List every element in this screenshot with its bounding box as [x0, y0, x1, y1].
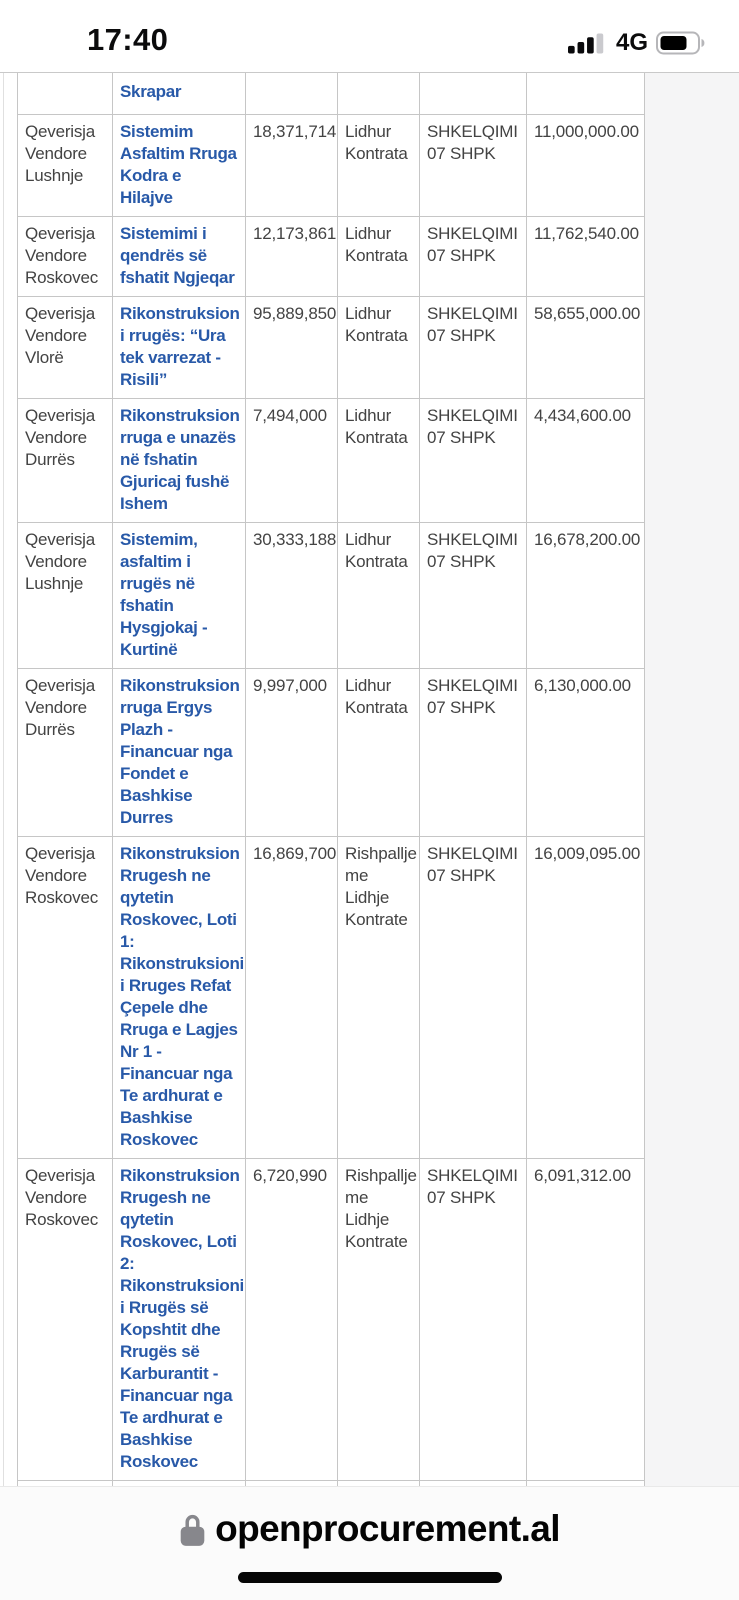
horizontal-scroll-gutter[interactable] — [644, 73, 739, 1487]
contractor-cell: SHKELQIMI 07 SHPK — [419, 1158, 527, 1481]
table-row: Qeverisja VendoreMirembajtje me12,125,30… — [17, 1480, 645, 1487]
table-row: Qeverisja Vendore Durrës Rikonstruksion r… — [17, 398, 645, 523]
table-row: Qeverisja Vendore Lushnje Sistemim, asfal… — [17, 522, 645, 669]
contractor-cell: SHKELQIMI 07 SHPK — [419, 296, 527, 399]
tender-value-cell: 95,889,850 — [245, 296, 338, 399]
tender-cell: Sistemim Asfaltim Rruga Kodra e Hilajve — [112, 114, 246, 217]
status-cell: Lidhur Kontrata — [337, 296, 420, 399]
table-row: Qeverisja Vendore Vlorë Rikonstruksion i … — [17, 296, 645, 399]
tender-cell: Rikonstruksion rruga e unazës në fshatin… — [112, 398, 246, 523]
authority-cell — [17, 73, 113, 115]
authority-cell: Qeverisja Vendore Lushnje — [17, 114, 113, 217]
contract-value-cell: 16,009,095.00 — [526, 836, 645, 1159]
tender-value-cell: 7,494,000 — [245, 398, 338, 523]
tender-value-cell — [245, 73, 338, 115]
tender-cell: Skrapar — [112, 73, 246, 115]
lock-icon — [179, 1512, 206, 1547]
contract-value-cell: 11,000,000.00 — [526, 114, 645, 217]
authority-cell: Qeverisja Vendore Roskovec — [17, 836, 113, 1159]
tender-value-cell: 12,173,861 — [245, 216, 338, 297]
tender-link[interactable]: Rikonstruksion Rrugesh ne qytetin Roskov… — [120, 844, 244, 1149]
authority-cell: Qeverisja Vendore Durrës — [17, 668, 113, 837]
tender-cell: Rikonstruksion Rrugesh ne qytetin Roskov… — [112, 836, 246, 1159]
contractor-cell: SHKELQIMI 07 SHPK — [419, 668, 527, 837]
tender-link[interactable]: Skrapar — [120, 82, 182, 101]
page-content: Skrapar Qeverisja Vendore Lushnje Sistemim… — [0, 72, 739, 1487]
contract-value-cell — [526, 73, 645, 115]
safari-address-bar[interactable]: openprocurement.al — [0, 1486, 739, 1600]
contract-value-cell: 16,678,200.00 — [526, 522, 645, 669]
tender-cell: Sistemim, asfaltim i rrugës në fshatin H… — [112, 522, 246, 669]
authority-cell: Qeverisja Vendore Vlorë — [17, 296, 113, 399]
status-cell: Lidhur Kontrata — [337, 522, 420, 669]
authority-cell: Qeverisja Vendore Roskovec — [17, 216, 113, 297]
contractor-cell: SHKELQIMI 07 SHPK — [419, 398, 527, 523]
table-row: Qeverisja Vendore Roskovec Sistemimi i qe… — [17, 216, 645, 297]
outer-table-border — [3, 73, 4, 1487]
network-type-label: 4G — [615, 29, 648, 56]
contract-value-cell: 11,762,540.00 — [526, 216, 645, 297]
tender-value-cell: 18,371,714 — [245, 114, 338, 217]
signal-strength-icon — [567, 32, 608, 54]
tender-link[interactable]: Sistemimi i qendrës së fshatit Ngjeqar — [120, 224, 235, 287]
tender-cell: Sistemimi i qendrës së fshatit Ngjeqar — [112, 216, 246, 297]
contractor-cell: SHKELQIMI 07 SHPK — [419, 836, 527, 1159]
tender-value-cell: 6,720,990 — [245, 1158, 338, 1481]
contractor-cell: SHKELQIMI 07 SHPK — [419, 114, 527, 217]
contractor-cell: SHKELQIMI 07 SHPK — [419, 216, 527, 297]
procurement-table-body: Skrapar Qeverisja Vendore Lushnje Sistemim… — [17, 73, 645, 1487]
contract-value-cell: 58,655,000.00 — [526, 296, 645, 399]
contract-value-cell: 6,130,000.00 — [526, 668, 645, 837]
tender-link[interactable]: Rikonstruksion Rrugesh ne qytetin Roskov… — [120, 1166, 244, 1471]
battery-icon — [656, 31, 706, 55]
status-cell: Lidhur Kontrata — [337, 114, 420, 217]
tender-link[interactable]: Rikonstruksion rruga e unazës në fshatin… — [120, 406, 240, 513]
tender-link[interactable]: Sistemim, asfaltim i rrugës në fshatin H… — [120, 530, 208, 659]
contractor-cell — [419, 73, 527, 115]
status-cell: Lidhur Kontrata — [337, 216, 420, 297]
authority-cell: Qeverisja Vendore Durrës — [17, 398, 113, 523]
table-row: Qeverisja Vendore Durrës Rikonstruksion r… — [17, 668, 645, 837]
tender-value-cell: 30,333,188 — [245, 522, 338, 669]
tender-link[interactable]: Rikonstruksion rruga Ergys Plazh - Finan… — [120, 676, 240, 827]
url-text: openprocurement.al — [215, 1508, 560, 1549]
status-time: 17:40 — [87, 22, 169, 57]
procurement-table: Skrapar Qeverisja Vendore Lushnje Sistemim… — [17, 73, 645, 1487]
status-cell: Lidhur Kontrata — [337, 398, 420, 523]
tender-value-cell: 9,997,000 — [245, 668, 338, 837]
contract-value-cell: 6,091,312.00 — [526, 1158, 645, 1481]
status-icons: 4G — [567, 29, 706, 56]
authority-cell: Qeverisja Vendore Lushnje — [17, 522, 113, 669]
status-bar: 17:40 4G — [0, 0, 739, 72]
tender-cell: Rikonstruksion rruga Ergys Plazh - Finan… — [112, 668, 246, 837]
status-cell: Rishpallje me Lidhje Kontrate — [337, 836, 420, 1159]
contract-value-cell: 4,434,600.00 — [526, 398, 645, 523]
home-indicator[interactable] — [237, 1572, 502, 1583]
table-row: Qeverisja Vendore Lushnje Sistemim Asfalt… — [17, 114, 645, 217]
table-row: Skrapar — [17, 73, 645, 115]
tender-cell: Rikonstruksion i rrugës: “Ura tek varrez… — [112, 296, 246, 399]
tender-value-cell: 16,869,700 — [245, 836, 338, 1159]
status-cell: Rishpallje me Lidhje Kontrate — [337, 1158, 420, 1481]
authority-cell: Qeverisja Vendore Roskovec — [17, 1158, 113, 1481]
tender-cell: Rikonstruksion Rrugesh ne qytetin Roskov… — [112, 1158, 246, 1481]
status-cell — [337, 73, 420, 115]
tender-link[interactable]: Rikonstruksion i rrugës: “Ura tek varrez… — [120, 304, 240, 389]
table-row: Qeverisja Vendore Roskovec Rikonstruksion… — [17, 1158, 645, 1481]
url-row[interactable]: openprocurement.al — [0, 1508, 739, 1550]
contractor-cell: SHKELQIMI 07 SHPK — [419, 522, 527, 669]
table-row: Qeverisja Vendore Roskovec Rikonstruksion… — [17, 836, 645, 1159]
tender-link[interactable]: Sistemim Asfaltim Rruga Kodra e Hilajve — [120, 122, 237, 207]
contract-value-cell: 7,366,500.00 — [526, 1480, 645, 1487]
status-cell: Lidhur Kontrata — [337, 668, 420, 837]
